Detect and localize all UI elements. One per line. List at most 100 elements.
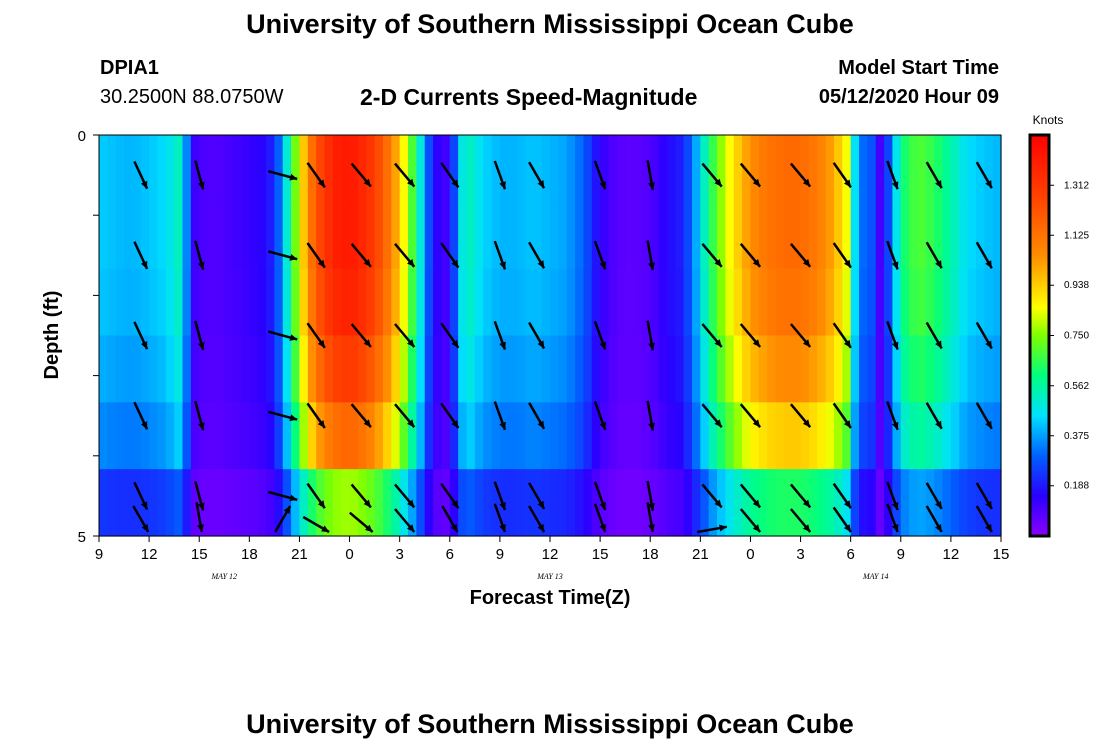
heatmap-cell (541, 335, 551, 403)
heatmap-cell (124, 335, 134, 403)
current-arrow (646, 480, 655, 511)
heatmap-cell (616, 268, 626, 337)
heatmap-cell (825, 135, 835, 203)
heatmap-cell (675, 135, 685, 203)
current-arrow (394, 403, 416, 429)
heatmap-cell (909, 268, 919, 337)
heatmap-cell (307, 335, 317, 403)
heatmap-cell (566, 201, 576, 270)
current-arrow (306, 162, 326, 189)
heatmap-cell (917, 201, 927, 270)
heatmap-cell (349, 402, 359, 470)
heatmap-cell (307, 402, 317, 470)
heatmap-cell (675, 469, 685, 537)
heatmap-cell (266, 402, 275, 470)
heatmap-cell (140, 135, 150, 203)
heatmap-cell (274, 135, 284, 203)
heatmap-cell (99, 469, 108, 537)
heatmap-cell (157, 469, 167, 537)
current-arrow (306, 322, 326, 349)
heatmap-cell (934, 201, 944, 270)
current-arrow (528, 402, 546, 430)
heatmap-cell (416, 469, 426, 537)
heatmap-cell (550, 469, 559, 537)
heatmap-cell (975, 402, 985, 470)
heatmap-cell (282, 201, 292, 270)
heatmap-cell (575, 402, 585, 470)
heatmap-cell (842, 201, 852, 270)
heatmap-cell (458, 335, 468, 403)
heatmap-cell (224, 469, 234, 537)
heatmap-cell (650, 268, 660, 337)
heatmap-cell (641, 135, 651, 203)
x-tick-label: 18 (642, 546, 659, 563)
heatmap-cell (616, 402, 626, 470)
heatmap-cell (140, 335, 150, 403)
heatmap-cell (190, 268, 200, 337)
heatmap-cell (207, 268, 217, 337)
heatmap-cell (892, 135, 902, 203)
heatmap-cell (232, 402, 242, 470)
heatmap-cell (775, 268, 785, 337)
heatmap-cell (658, 268, 668, 337)
current-arrow (886, 481, 899, 511)
heatmap-cell (424, 135, 434, 203)
heatmap-cell (641, 402, 651, 470)
colorbar-gradient (1028, 133, 1051, 538)
heatmap-cell (491, 469, 501, 537)
heatmap-cell (909, 135, 919, 203)
heatmap-cell (474, 335, 484, 403)
current-arrow (493, 481, 507, 511)
heatmap-cell (950, 201, 960, 270)
heatmap-cell (207, 201, 217, 270)
heatmap-cell (107, 135, 117, 203)
current-arrow (832, 162, 852, 189)
heatmap-cell (833, 268, 843, 337)
heatmap-cell (850, 268, 860, 337)
heatmap-cell (115, 469, 125, 537)
heatmap-cell (867, 135, 877, 203)
current-arrow (925, 161, 943, 189)
heatmap-cell (524, 268, 534, 337)
current-arrow (593, 160, 607, 190)
current-arrow (350, 242, 372, 268)
x-tick-label: 21 (291, 546, 308, 563)
heatmap-cell (324, 469, 334, 537)
heatmap-cell (424, 335, 434, 403)
current-arrow (832, 506, 852, 533)
heatmap-cell (408, 402, 417, 470)
current-arrow (975, 241, 993, 269)
heatmap-cell (474, 201, 484, 270)
heatmap-cell (959, 268, 969, 337)
current-arrow (195, 502, 204, 533)
heatmap-cell (516, 201, 526, 270)
heatmap-cell (758, 201, 768, 270)
heatmap-cell (842, 335, 852, 403)
current-arrow (886, 401, 899, 431)
heatmap-cell (767, 469, 777, 537)
heatmap-cell (99, 135, 108, 203)
heatmap-cell (483, 335, 493, 403)
heatmap-cell (775, 469, 785, 537)
x-tick-label: 12 (542, 546, 559, 563)
heatmap-cell (992, 469, 1002, 537)
heatmap-cell (750, 201, 760, 270)
heatmap-cell (257, 268, 267, 337)
heatmap-cell (992, 135, 1002, 203)
heatmap-cell (232, 135, 242, 203)
heatmap-cell (449, 135, 459, 203)
heatmap-cell (332, 268, 342, 337)
heatmap-cell (558, 402, 568, 470)
heatmap-cell (900, 135, 910, 203)
heatmap-cell (516, 335, 526, 403)
heatmap-cell (190, 335, 200, 403)
current-arrow (646, 160, 655, 191)
heatmap-cell (541, 402, 551, 470)
heatmap-cell (249, 135, 259, 203)
heatmap-cell (959, 402, 969, 470)
heatmap-cell (616, 469, 626, 537)
heatmap-cell (307, 469, 317, 537)
heatmap-cell (566, 335, 576, 403)
heatmap-cell (800, 201, 810, 270)
heatmap-cell (875, 135, 885, 203)
